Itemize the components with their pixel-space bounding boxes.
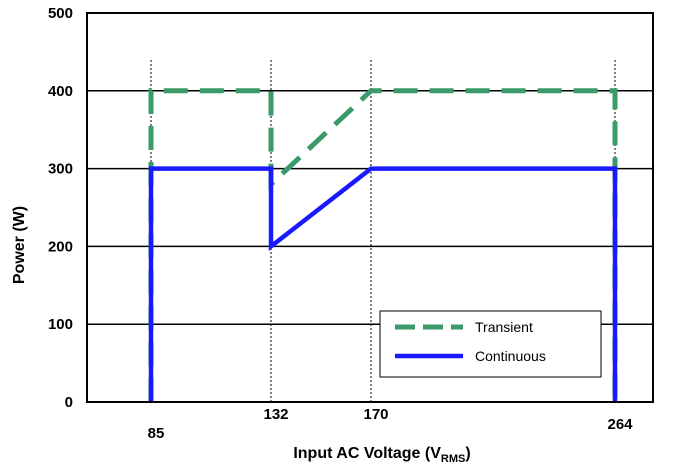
legend-label-continuous: Continuous — [475, 348, 546, 364]
y-tick-label-300: 300 — [48, 161, 73, 178]
series-layer — [148, 88, 618, 402]
x-tick-label-170: 170 — [363, 406, 388, 423]
legend: Transient Continuous — [379, 310, 602, 378]
legend-label-transient: Transient — [475, 319, 533, 335]
x-tick-label-85: 85 — [148, 425, 165, 442]
x-tick-labels: 85 132 170 264 — [148, 406, 634, 442]
x-axis-title: Input AC Voltage (VRMS) — [293, 445, 470, 463]
x-axis-title-subscript: RMS — [441, 453, 465, 463]
y-tick-label-100: 100 — [48, 316, 73, 333]
x-tick-label-264: 264 — [607, 416, 633, 433]
y-tick-label-200: 200 — [48, 238, 73, 255]
plot-frame — [86, 12, 654, 403]
y-axis-title: Power (W) — [11, 206, 28, 284]
y-tick-labels: 0 100 200 300 400 500 — [48, 5, 73, 411]
y-tick-label-0: 0 — [65, 394, 73, 411]
y-tick-label-500: 500 — [48, 5, 73, 22]
grid — [87, 90, 653, 325]
y-tick-label-400: 400 — [48, 83, 73, 100]
series-line-continuous — [148, 166, 618, 402]
legend-box — [379, 310, 602, 378]
x-tick-label-132: 132 — [263, 406, 288, 423]
